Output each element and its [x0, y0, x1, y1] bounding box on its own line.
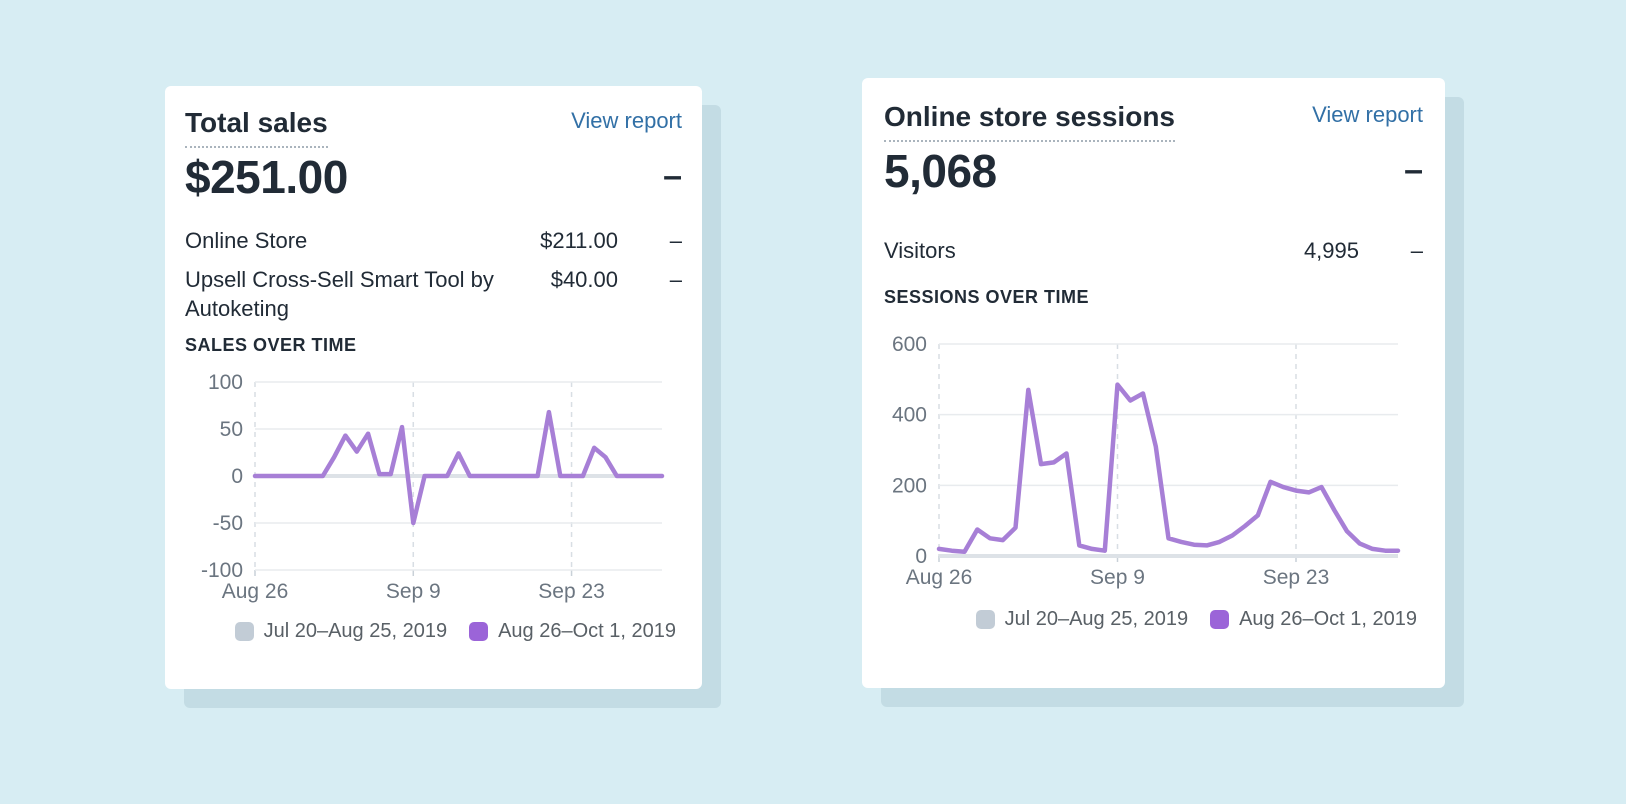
metric-breakdown: Online Store $211.00 – Upsell Cross-Sell… — [185, 226, 682, 323]
svg-text:0: 0 — [915, 545, 927, 568]
svg-text:-50: -50 — [213, 512, 243, 535]
svg-text:50: 50 — [220, 418, 243, 441]
legend-label: Jul 20–Aug 25, 2019 — [1004, 608, 1189, 631]
metric-delta: – — [669, 228, 682, 254]
total-sales-delta: – — [663, 157, 682, 196]
current-period-swatch-icon — [469, 622, 489, 642]
metric-value: 4,995 — [1303, 238, 1359, 264]
svg-text:400: 400 — [892, 404, 927, 427]
legend-item-previous-period: Jul 20–Aug 25, 2019 — [975, 608, 1189, 631]
metric-value: $40.00 — [550, 267, 618, 293]
online-store-sessions-card: Online store sessions View report 5,068 … — [862, 78, 1445, 688]
svg-text:Sep 9: Sep 9 — [386, 580, 441, 603]
legend-label: Aug 26–Oct 1, 2019 — [1239, 608, 1417, 631]
svg-text:0: 0 — [231, 465, 243, 488]
chart-legend: Jul 20–Aug 25, 2019 Aug 26–Oct 1, 2019 — [884, 608, 1423, 631]
metric-delta: – — [1410, 238, 1423, 264]
legend-item-current-period: Aug 26–Oct 1, 2019 — [469, 620, 676, 643]
sessions-delta: – — [1404, 151, 1423, 190]
svg-text:Aug 26: Aug 26 — [222, 580, 289, 603]
legend-item-current-period: Aug 26–Oct 1, 2019 — [1210, 608, 1417, 631]
legend-label: Jul 20–Aug 25, 2019 — [263, 620, 448, 643]
total-sales-card: Total sales View report $251.00 – Online… — [165, 86, 702, 689]
sessions-value: 5,068 — [884, 144, 997, 197]
metric-label: Upsell Cross-Sell Smart Tool by Autoketi… — [185, 267, 494, 322]
sales-over-time-chart[interactable]: Aug 26 Sep 9 Sep 23 100 50 0 -50 -100 — [185, 372, 682, 604]
view-report-link[interactable]: View report — [1312, 102, 1423, 127]
metric-row-visitors: Visitors 4,995 – — [884, 236, 1423, 265]
chart-legend: Jul 20–Aug 25, 2019 Aug 26–Oct 1, 2019 — [185, 620, 682, 643]
card-header: Online store sessions View report — [884, 100, 1423, 142]
legend-label: Aug 26–Oct 1, 2019 — [498, 620, 676, 643]
previous-period-swatch-icon — [234, 622, 254, 642]
metric-label: Visitors — [884, 238, 956, 264]
legend-item-previous-period: Jul 20–Aug 25, 2019 — [234, 620, 448, 643]
metric-row-online-store: Online Store $211.00 – — [185, 226, 682, 255]
svg-text:600: 600 — [892, 333, 927, 356]
total-sales-title[interactable]: Total sales — [185, 106, 328, 148]
svg-text:200: 200 — [892, 475, 927, 498]
sessions-over-time-chart[interactable]: Aug 26 Sep 9 Sep 23 600 400 200 0 — [884, 332, 1423, 590]
svg-text:Sep 23: Sep 23 — [1263, 566, 1330, 589]
view-report-link[interactable]: View report — [571, 108, 682, 133]
svg-text:Sep 23: Sep 23 — [538, 580, 605, 603]
previous-period-swatch-icon — [975, 610, 995, 630]
primary-metric-row: $251.00 – — [185, 150, 682, 203]
online-store-sessions-title[interactable]: Online store sessions — [884, 100, 1175, 142]
total-sales-value: $251.00 — [185, 150, 348, 203]
svg-text:-100: -100 — [201, 559, 243, 582]
metric-row-upsell-tool: Upsell Cross-Sell Smart Tool by Autoketi… — [185, 265, 682, 323]
metric-delta: – — [669, 267, 682, 293]
metric-breakdown: Visitors 4,995 – — [884, 236, 1423, 265]
card-header: Total sales View report — [185, 106, 682, 148]
sessions-over-time-heading: SESSIONS OVER TIME — [884, 287, 1090, 308]
metric-label: Online Store — [185, 228, 308, 254]
metric-value: $211.00 — [540, 228, 618, 254]
svg-text:Aug 26: Aug 26 — [906, 566, 973, 589]
primary-metric-row: 5,068 – — [884, 144, 1423, 197]
sales-over-time-heading: SALES OVER TIME — [185, 335, 357, 356]
svg-text:100: 100 — [208, 372, 243, 394]
svg-text:Sep 9: Sep 9 — [1090, 566, 1145, 589]
current-period-swatch-icon — [1210, 610, 1230, 630]
